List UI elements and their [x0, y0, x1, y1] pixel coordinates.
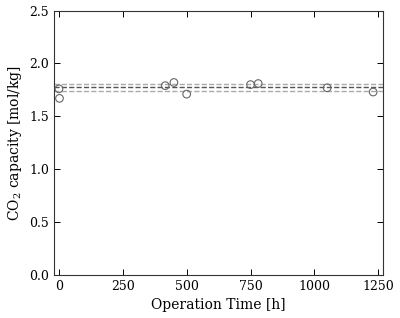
- Point: [255, 81, 262, 86]
- Point: [162, 83, 168, 88]
- X-axis label: Operation Time [h]: Operation Time [h]: [151, 299, 286, 313]
- Point: [247, 82, 254, 87]
- Point: [171, 80, 177, 85]
- Point: [324, 85, 330, 90]
- Y-axis label: CO$_2$ capacity [mol/kg]: CO$_2$ capacity [mol/kg]: [6, 65, 24, 221]
- Point: [370, 89, 376, 94]
- Point: [56, 86, 62, 91]
- Point: [56, 96, 63, 101]
- Point: [184, 92, 190, 97]
